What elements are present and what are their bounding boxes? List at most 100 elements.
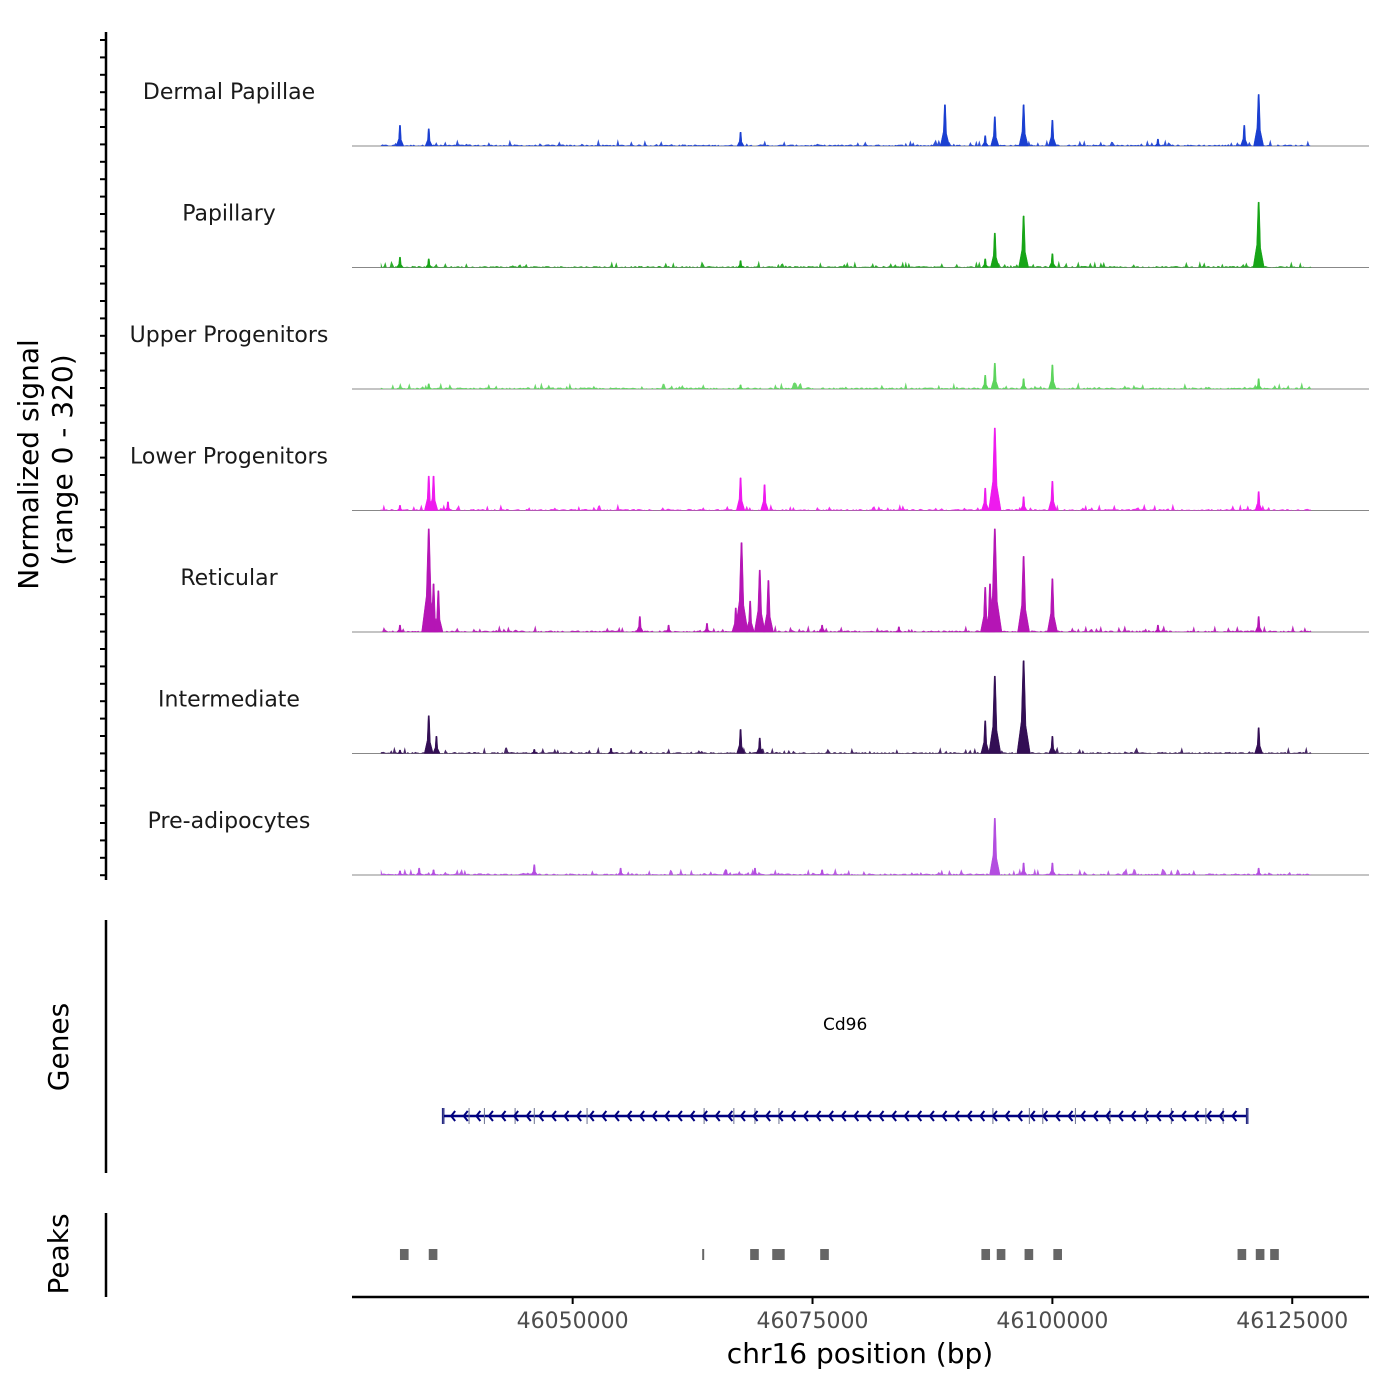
gene-name-label: Cd96 [823,1015,867,1035]
signal-peak [395,749,404,754]
track-intermediate: Intermediate [158,660,1369,754]
strand-arrow [1168,1110,1175,1122]
signal-tracks: Dermal Papillae Papillary Upper Progenitor… [130,80,1369,876]
signal-peak [736,729,745,754]
strand-arrow [525,1110,532,1122]
strand-arrow [1180,1110,1187,1122]
strand-arrow [840,1110,847,1122]
signal-peak [987,528,1003,633]
signal-peak [616,867,625,876]
signal-peak [635,616,644,633]
signal-peak [1019,496,1028,511]
signal-peak [989,818,1001,876]
peaks-panel-label: Peaks [42,1213,75,1294]
strand-arrow [512,1110,519,1122]
signal-peak [1154,624,1162,633]
x-tick-label: 46050000 [517,1309,629,1334]
signal-peak [703,623,711,633]
strand-arrow [1205,1110,1212,1122]
peak-region [820,1249,829,1260]
signal-peak [432,736,441,754]
x-axis: 46050000 46075000 46100000 46125000 [352,1295,1369,1334]
x-axis-title: chr16 position (bp) [727,1337,993,1370]
signal-peak [1154,138,1162,147]
signal-peak [1048,119,1057,147]
strand-arrow [752,1110,759,1122]
strand-arrow [1155,1110,1162,1122]
strand-arrow [1067,1110,1074,1122]
signal-peak [990,116,1000,147]
signal-peak [423,715,434,754]
signal-peak [424,258,433,268]
signal-peak [1016,660,1031,754]
strand-arrow [664,1110,671,1122]
strand-arrow [538,1110,545,1122]
strand-arrow [991,1110,998,1122]
strand-arrow [651,1110,658,1122]
signal-peak [990,362,1000,390]
strand-arrow [777,1110,784,1122]
track-label: Papillary [182,202,276,227]
track-lower-progenitors: Lower Progenitors [130,427,1369,511]
signal-peak [734,542,749,633]
strand-arrow [1016,1110,1023,1122]
gene-track: Cd96 [441,1015,1249,1124]
signal-peak [433,590,444,633]
signal-peak [1253,94,1265,147]
signal-peak [981,135,990,147]
signal-peak [396,505,404,511]
peak-region [1255,1249,1265,1260]
signal-peak [736,260,745,268]
strand-arrow [1004,1110,1011,1122]
strand-arrow [638,1110,645,1122]
strand-arrow [827,1110,834,1122]
signal-peak [1048,364,1057,390]
signal-peak [1019,862,1028,876]
track-dermal-papillae: Dermal Papillae [143,80,1369,147]
signal-peak [980,720,990,754]
strand-arrow [941,1110,948,1122]
strand-arrow [953,1110,960,1122]
peak-region [428,1249,438,1260]
strand-arrow [626,1110,633,1122]
track-background-signal [380,625,1312,632]
strand-arrow [1079,1110,1086,1122]
signal-peak [981,375,990,390]
strand-arrow [928,1110,935,1122]
signal-peak [751,867,759,876]
peak-region [750,1249,759,1260]
gene-cd96: Cd96 [441,1015,1249,1124]
strand-arrow [1054,1110,1061,1122]
signal-peak [664,624,673,633]
strand-arrow [487,1110,494,1122]
left-axes [100,32,108,1297]
signal-peak [607,748,616,754]
track-background-signal [380,382,1312,389]
strand-arrow [1193,1110,1200,1122]
signal-peak [722,869,731,876]
genes-panel-label: Genes [42,1003,75,1091]
signal-peak [396,256,404,268]
strand-arrow [449,1110,456,1122]
strand-arrow [575,1110,582,1122]
strand-arrow [550,1110,557,1122]
y-axis-title-line-1: Normalized signal [12,339,45,590]
signal-peak [755,737,764,754]
strand-arrow [865,1110,872,1122]
track-pre-adipocytes: Pre-adipocytes [148,809,1369,876]
signal-peak [753,569,766,633]
signal-peak [745,600,755,633]
strand-arrow [588,1110,595,1122]
signal-peak [1048,862,1057,876]
signal-peak [428,475,439,511]
strand-arrow [739,1110,746,1122]
strand-arrow [853,1110,860,1122]
track-background-signal [380,746,1312,754]
strand-arrow [1218,1110,1225,1122]
peak-region [772,1249,785,1260]
peak-region [399,1249,409,1260]
signal-peak [530,864,539,876]
peak-region [996,1249,1006,1260]
strand-arrow [1231,1110,1238,1122]
signal-peak [988,675,1002,754]
